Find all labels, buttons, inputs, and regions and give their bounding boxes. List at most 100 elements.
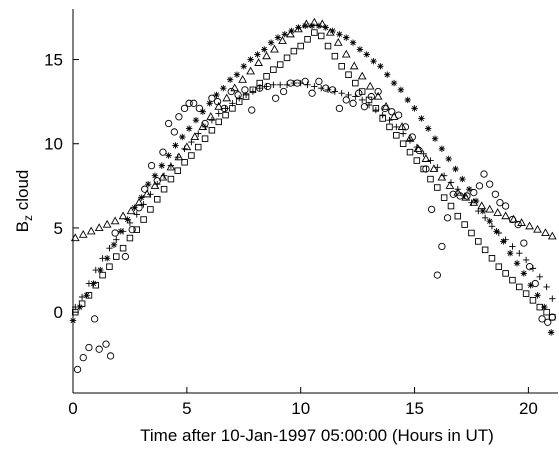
square-point xyxy=(393,132,400,139)
plus-point xyxy=(304,81,311,88)
square-point xyxy=(549,313,556,321)
triangle-point xyxy=(509,214,518,223)
y-tick-label: 0 xyxy=(54,303,63,322)
triangle-point xyxy=(525,221,534,230)
plus-point xyxy=(488,223,496,230)
triangle-point xyxy=(230,83,240,92)
circle-point xyxy=(272,94,280,102)
circle-point xyxy=(422,165,430,173)
asterisk-point xyxy=(199,108,206,115)
asterisk-point xyxy=(404,96,411,104)
triangle-point xyxy=(286,29,295,38)
triangle-point xyxy=(501,211,510,220)
square-point xyxy=(167,175,175,183)
plus-point xyxy=(140,201,147,208)
circle-point xyxy=(170,128,178,136)
x-tick-label: 10 xyxy=(291,399,310,418)
square-point xyxy=(413,157,421,164)
square-point xyxy=(215,118,222,126)
asterisk-point xyxy=(513,260,521,267)
square-point xyxy=(160,185,168,193)
plus-point xyxy=(263,83,270,90)
x-tick-label: 20 xyxy=(519,399,538,418)
square-point xyxy=(270,66,277,73)
triangle-point xyxy=(262,51,271,60)
asterisk-point xyxy=(124,216,131,223)
asterisk-point xyxy=(390,79,398,87)
asterisk-point xyxy=(220,84,227,92)
plus-point xyxy=(283,81,291,88)
y-axis-label-main: B xyxy=(13,221,32,232)
square-point xyxy=(222,111,229,119)
asterisk-point xyxy=(459,175,466,183)
circle-point xyxy=(73,365,82,374)
asterisk-point xyxy=(486,218,493,225)
plus-point xyxy=(133,211,140,218)
series-triangle xyxy=(70,17,557,242)
asterisk-point xyxy=(240,63,247,70)
plus-point xyxy=(454,186,462,193)
square-point xyxy=(153,196,161,203)
plus-point xyxy=(516,250,523,257)
plus-point xyxy=(181,145,188,152)
triangle-point xyxy=(78,229,88,238)
triangle-point xyxy=(246,66,255,75)
plus-point xyxy=(406,137,414,144)
circle-point xyxy=(427,205,436,214)
asterisk-point xyxy=(233,71,241,78)
asterisk-point xyxy=(479,207,487,215)
plus-point xyxy=(345,91,352,99)
circle-point xyxy=(538,315,546,323)
circle-point xyxy=(308,89,316,97)
asterisk-point xyxy=(247,56,254,63)
asterisk-point xyxy=(411,105,418,112)
asterisk-point xyxy=(192,116,200,124)
plus-point xyxy=(160,172,168,179)
triangle-point xyxy=(134,197,144,206)
plus-point xyxy=(543,283,550,291)
circle-point xyxy=(520,239,528,247)
asterisk-point xyxy=(103,255,111,262)
circle-point xyxy=(480,170,488,178)
circle-point xyxy=(102,340,110,348)
plus-point xyxy=(188,138,195,146)
triangle-point xyxy=(302,19,311,28)
asterisk-point xyxy=(370,58,377,65)
plus-point xyxy=(229,100,236,107)
triangle-point xyxy=(190,132,200,141)
asterisk-point xyxy=(534,292,541,299)
plus-point xyxy=(106,244,113,252)
plus-point xyxy=(222,105,229,112)
plus-point xyxy=(78,293,86,301)
circle-point xyxy=(180,104,189,113)
plus-point xyxy=(249,88,257,95)
plus-point xyxy=(440,172,448,179)
square-point xyxy=(502,270,509,277)
x-axis-label: Time after 10-Jan-1997 05:00:00 (Hours i… xyxy=(140,426,494,445)
plus-point xyxy=(195,130,202,137)
square-point xyxy=(543,308,550,316)
square-point xyxy=(92,281,100,289)
asterisk-point xyxy=(288,27,295,35)
plus-point xyxy=(85,280,93,287)
asterisk-point xyxy=(349,39,357,46)
plus-point xyxy=(434,164,441,171)
circle-point xyxy=(128,225,136,234)
triangle-point xyxy=(270,44,279,53)
triangle-point xyxy=(206,112,216,120)
triangle-point xyxy=(294,24,303,33)
plus-point xyxy=(481,214,489,222)
plus-point xyxy=(201,123,209,131)
plus-point xyxy=(215,110,222,117)
triangle-point xyxy=(547,231,557,240)
plus-point xyxy=(549,295,556,302)
square-point xyxy=(420,165,427,173)
circle-point xyxy=(159,148,167,156)
circle-point xyxy=(525,263,534,271)
triangle-point xyxy=(222,93,232,102)
square-point xyxy=(174,167,181,174)
square-point xyxy=(516,283,523,291)
asterisk-point xyxy=(308,22,316,30)
triangle-point xyxy=(110,216,120,225)
triangle-point xyxy=(94,223,104,231)
